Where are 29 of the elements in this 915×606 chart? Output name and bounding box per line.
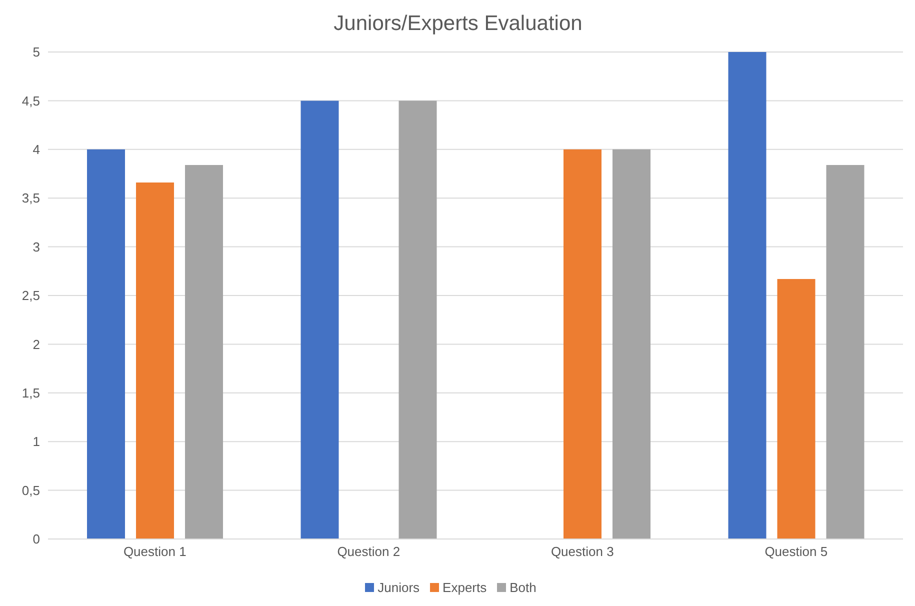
legend-label: Experts xyxy=(442,580,487,595)
y-tick-label: 3,5 xyxy=(22,190,40,206)
bar xyxy=(398,100,437,539)
bar xyxy=(185,164,223,539)
x-tick-label: Question 3 xyxy=(550,544,614,560)
y-tick-label: 4 xyxy=(32,142,40,158)
y-tick-label: 0 xyxy=(32,532,40,547)
y-tick-label: 3 xyxy=(32,239,40,254)
y-tick-label: 4,5 xyxy=(22,93,40,108)
chart-title: Juniors/Experts Evaluation xyxy=(332,11,584,37)
y-tick-label: 0,5 xyxy=(22,482,40,498)
bar xyxy=(612,149,650,539)
bar xyxy=(826,164,864,539)
legend-label: Juniors xyxy=(378,580,420,595)
x-tick-label: Question 2 xyxy=(337,544,400,560)
y-tick-label: 1 xyxy=(32,434,40,450)
legend-label: Both xyxy=(510,580,536,595)
bar xyxy=(300,100,339,539)
bar xyxy=(728,52,766,539)
y-tick-label: 2 xyxy=(32,336,40,352)
bar xyxy=(564,149,602,539)
y-tick-label: 5 xyxy=(32,44,40,60)
y-tick-label: 1,5 xyxy=(22,386,40,401)
x-tick-label: Question 5 xyxy=(764,544,828,560)
bar xyxy=(777,278,816,539)
bar xyxy=(87,149,125,539)
y-tick-label: 2,5 xyxy=(22,288,40,304)
bar xyxy=(136,182,174,539)
x-tick-label: Question 1 xyxy=(123,544,186,560)
